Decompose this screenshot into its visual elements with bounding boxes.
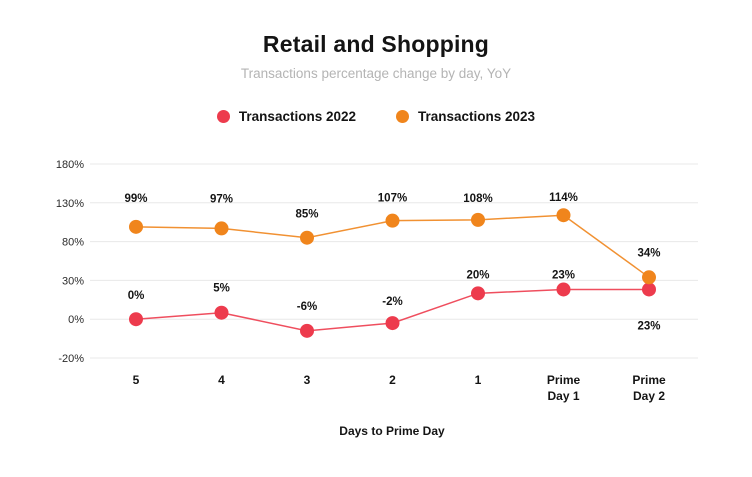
- data-point-transactions-2022: [471, 286, 485, 301]
- data-label-transactions-2022: 0%: [128, 290, 145, 302]
- data-point-transactions-2023: [471, 212, 485, 227]
- data-point-transactions-2022: [642, 282, 656, 297]
- data-point-transactions-2022: [556, 282, 571, 297]
- x-axis-title: Days to Prime Day: [339, 424, 445, 438]
- data-label-transactions-2022: 5%: [213, 283, 230, 295]
- data-point-transactions-2023: [300, 230, 314, 245]
- y-axis-tick-label: 30%: [62, 275, 84, 287]
- data-point-transactions-2022: [129, 312, 143, 327]
- data-label-transactions-2023: 97%: [210, 193, 233, 205]
- y-axis-tick-label: 180%: [56, 159, 84, 171]
- chart-subtitle: Transactions percentage change by day, Y…: [240, 66, 512, 81]
- legend-label-2023: Transactions 2023: [418, 109, 536, 124]
- data-label-transactions-2022: 23%: [637, 320, 660, 332]
- legend: Transactions 2022 Transactions 2023: [0, 109, 752, 124]
- y-axis-tick-label: -20%: [58, 353, 84, 365]
- legend-label-2022: Transactions 2022: [238, 109, 356, 124]
- data-label-transactions-2023: 85%: [295, 209, 318, 221]
- y-axis-tick-label: 0%: [68, 314, 84, 326]
- legend-item-transactions-2022: Transactions 2022: [216, 109, 356, 124]
- x-axis-tick-label: 1: [475, 373, 482, 387]
- x-axis-tick-label: 3: [304, 373, 311, 387]
- data-label-transactions-2023: 114%: [549, 192, 578, 204]
- x-axis-tick-label: 4: [218, 373, 225, 387]
- x-axis-tick-label: Prime: [547, 373, 581, 387]
- data-point-transactions-2023: [214, 221, 229, 236]
- data-point-transactions-2023: [129, 219, 143, 234]
- data-label-transactions-2023: 34%: [637, 247, 660, 259]
- chart-title: Retail and Shopping: [262, 31, 490, 57]
- data-point-transactions-2023: [642, 270, 656, 285]
- data-point-transactions-2022: [214, 305, 229, 320]
- legend-dot-2022-icon: [216, 110, 230, 123]
- x-axis-tick-label: Prime: [632, 373, 666, 387]
- data-label-transactions-2023: 99%: [124, 193, 147, 205]
- y-axis-tick-label: 80%: [62, 237, 84, 249]
- x-axis-tick-label: 2: [389, 373, 396, 387]
- data-label-transactions-2023: 107%: [378, 193, 407, 205]
- data-label-transactions-2022: 23%: [552, 269, 575, 281]
- data-point-transactions-2023: [556, 208, 571, 223]
- data-point-transactions-2022: [300, 323, 314, 338]
- legend-dot-2023-icon: [396, 110, 409, 123]
- data-point-transactions-2023: [385, 213, 400, 228]
- x-axis-tick-label: 5: [133, 373, 140, 387]
- data-label-transactions-2022: -6%: [297, 301, 317, 313]
- data-label-transactions-2023: 108%: [463, 193, 492, 205]
- data-label-transactions-2022: -2%: [382, 296, 402, 308]
- x-axis-tick-label: Day 1: [547, 389, 579, 403]
- data-label-transactions-2022: 20%: [466, 269, 489, 281]
- legend-item-transactions-2023: Transactions 2023: [396, 109, 535, 124]
- x-axis-tick-label: Day 2: [633, 389, 665, 403]
- y-axis-tick-label: 130%: [56, 198, 84, 210]
- data-point-transactions-2022: [385, 316, 400, 331]
